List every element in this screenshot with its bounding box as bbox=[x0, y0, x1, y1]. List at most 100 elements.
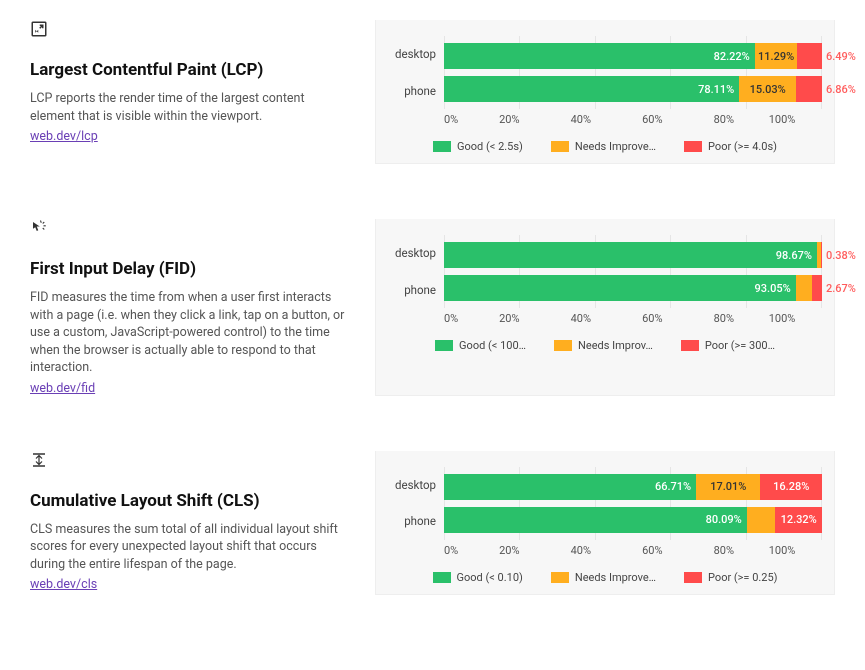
x-axis-tick: 80% bbox=[714, 312, 734, 325]
legend-label: Poor (>= 0.25) bbox=[708, 571, 777, 584]
bar-segment-poor: 2.67% bbox=[812, 275, 822, 301]
legend-item-poor: Poor (>= 4.0s) bbox=[684, 140, 777, 153]
x-axis-tick: 80% bbox=[714, 113, 734, 126]
bar-row: 80.09% 12.32% bbox=[444, 507, 822, 533]
x-axis-tick: 40% bbox=[571, 312, 591, 325]
bar-segment-good: 93.05% bbox=[444, 275, 796, 301]
x-axis-tick: 60% bbox=[642, 113, 662, 126]
bar-value-good: 98.67% bbox=[776, 242, 812, 268]
bar-value-good: 80.09% bbox=[706, 507, 742, 533]
x-axis-tick: 100% bbox=[769, 312, 796, 325]
x-axis-tick: 20% bbox=[499, 544, 519, 557]
chart-legend: Good (< 100… Needs Improv… Poor (>= 300… bbox=[388, 339, 822, 352]
bar-segment-good: 80.09% bbox=[444, 507, 747, 533]
legend-swatch bbox=[551, 141, 569, 152]
chart-panel: desktopphone98.67%0.38%93.05%2.67%0%20%4… bbox=[375, 219, 835, 396]
bar-value-good: 78.11% bbox=[698, 76, 734, 102]
chart-legend: Good (< 2.5s)Needs Improve…Poor (>= 4.0s… bbox=[388, 140, 822, 153]
x-axis-tick: 20% bbox=[499, 113, 519, 126]
legend-swatch bbox=[681, 340, 699, 351]
legend-label: Needs Improv… bbox=[578, 339, 653, 352]
bar-value-warn: 17.01% bbox=[710, 474, 746, 500]
y-axis-label: phone bbox=[388, 508, 436, 534]
metric-description: FID measures the time from when a user f… bbox=[30, 289, 345, 377]
bar-segment-good: 98.67% bbox=[444, 242, 817, 268]
legend-swatch bbox=[551, 572, 569, 583]
metric-info: First Input Delay (FID) FID measures the … bbox=[30, 219, 345, 396]
x-axis-tick: 60% bbox=[642, 312, 662, 325]
legend-swatch bbox=[684, 141, 702, 152]
legend-item-warn: Needs Improve… bbox=[551, 140, 656, 153]
x-axis-tick: 0% bbox=[444, 312, 458, 325]
bar-value-poor: 16.28% bbox=[773, 474, 809, 500]
bar-value-warn: 11.29% bbox=[758, 43, 794, 69]
legend-swatch bbox=[433, 572, 451, 583]
bar-segment-poor: 6.49% bbox=[797, 43, 822, 69]
chart-panel: desktop phone 66.71% 17.01% 16.28% 80.09% 12.3… bbox=[375, 451, 835, 595]
metric-link[interactable]: web.dev/fid bbox=[30, 381, 95, 396]
legend-label: Poor (>= 300… bbox=[705, 339, 775, 352]
bar-segment-warn: 17.01% bbox=[696, 474, 760, 500]
legend-swatch bbox=[554, 340, 572, 351]
bar-segment-good: 82.22% bbox=[444, 43, 755, 69]
x-axis-tick: 40% bbox=[571, 544, 591, 557]
bar-value-poor: 2.67% bbox=[822, 275, 856, 301]
x-axis-tick: 0% bbox=[444, 113, 458, 126]
bar-row: 93.05% 2.67% bbox=[444, 275, 822, 301]
cls-icon bbox=[30, 451, 345, 473]
legend-label: Poor (>= 4.0s) bbox=[708, 140, 777, 153]
bar-row: 82.22% 11.29%6.49% bbox=[444, 43, 822, 69]
bar-segment-poor: 6.86% bbox=[796, 76, 822, 102]
bar-segment-good: 66.71% bbox=[444, 474, 696, 500]
bar-value-good: 82.22% bbox=[714, 43, 750, 69]
bar-row: 98.67% 0.38% bbox=[444, 242, 822, 268]
bar-value-poor: 12.32% bbox=[781, 507, 817, 533]
metric-link[interactable]: web.dev/lcp bbox=[30, 129, 98, 144]
bar-row: 66.71% 17.01% 16.28% bbox=[444, 474, 822, 500]
metric-info: Largest Contentful Paint (LCP) LCP report… bbox=[30, 20, 345, 164]
legend-label: Needs Improve… bbox=[575, 571, 656, 584]
legend-item-warn: Needs Improve… bbox=[551, 571, 656, 584]
legend-label: Needs Improve… bbox=[575, 140, 656, 153]
legend-item-poor: Poor (>= 0.25) bbox=[684, 571, 777, 584]
x-axis-tick: 60% bbox=[642, 544, 662, 557]
bar-segment-warn bbox=[796, 275, 812, 301]
legend-item-good: Good (< 100… bbox=[435, 339, 526, 352]
y-axis-label: desktop bbox=[388, 240, 436, 266]
x-axis-tick: 20% bbox=[499, 312, 519, 325]
metric-description: LCP reports the render time of the large… bbox=[30, 90, 345, 125]
fid-icon bbox=[30, 219, 345, 241]
lcp-icon bbox=[30, 20, 345, 42]
metric-cls: Cumulative Layout Shift (CLS)CLS measure… bbox=[30, 451, 835, 595]
metric-lcp: Largest Contentful Paint (LCP) LCP report… bbox=[30, 20, 835, 164]
bar-value-warn: 15.03% bbox=[750, 76, 786, 102]
legend-label: Good (< 100… bbox=[459, 339, 526, 352]
legend-label: Good (< 0.10) bbox=[457, 571, 523, 584]
bar-segment-poor: 16.28% bbox=[760, 474, 822, 500]
x-axis-tick: 40% bbox=[571, 113, 591, 126]
chart-panel: desktopphone82.22%11.29%6.49%78.11%15.03… bbox=[375, 20, 835, 164]
bar-segment-poor: 12.32% bbox=[775, 507, 822, 533]
metric-fid: First Input Delay (FID) FID measures the … bbox=[30, 219, 835, 396]
bar-segment-warn: 11.29% bbox=[755, 43, 798, 69]
x-axis-tick: 100% bbox=[769, 544, 796, 557]
y-axis-label: phone bbox=[388, 78, 436, 104]
bar-value-poor: 6.86% bbox=[822, 76, 856, 102]
legend-item-poor: Poor (>= 300… bbox=[681, 339, 775, 352]
bar-segment-warn bbox=[747, 507, 776, 533]
metric-link[interactable]: web.dev/cls bbox=[30, 577, 97, 592]
chart-legend: Good (< 0.10) Needs Improve… Poor (>= 0.25… bbox=[388, 571, 822, 584]
x-axis-tick: 0% bbox=[444, 544, 458, 557]
y-axis-label: desktop bbox=[388, 472, 436, 498]
x-axis-tick: 80% bbox=[714, 544, 734, 557]
legend-swatch bbox=[684, 572, 702, 583]
metric-title: First Input Delay (FID) bbox=[30, 259, 345, 279]
bar-segment-poor: 0.38% bbox=[821, 242, 822, 268]
metric-description: CLS measures the sum total of all indivi… bbox=[30, 521, 345, 574]
bar-value-poor: 0.38% bbox=[822, 242, 856, 268]
bar-segment-warn: 15.03% bbox=[739, 76, 796, 102]
metric-title: Largest Contentful Paint (LCP) bbox=[30, 60, 345, 80]
legend-swatch bbox=[435, 340, 453, 351]
bar-row: 78.11% 15.03% 6.86% bbox=[444, 76, 822, 102]
bar-value-good: 66.71% bbox=[655, 474, 691, 500]
